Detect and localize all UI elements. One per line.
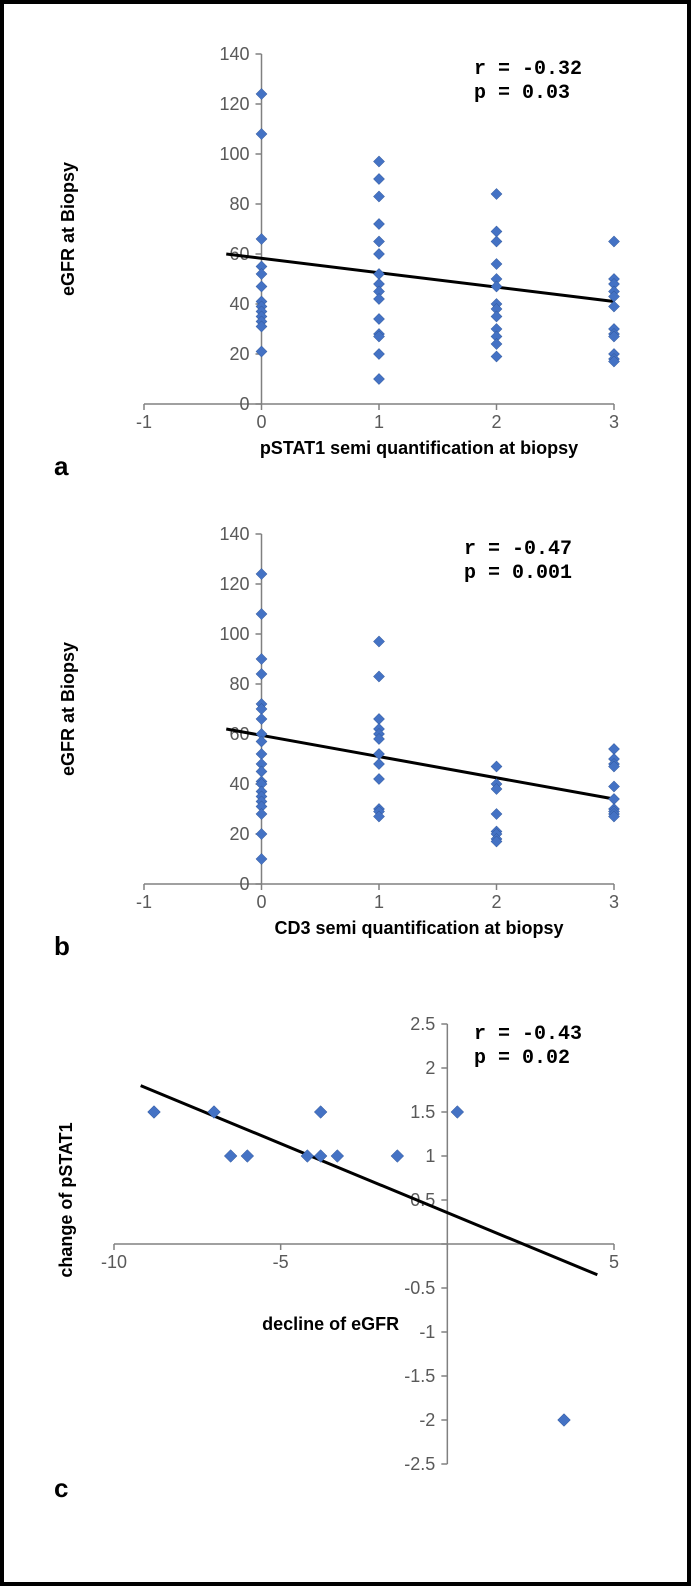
chart-b-svg: -10123020406080100120140CD3 semi quantif…: [44, 514, 644, 954]
svg-text:1: 1: [425, 1146, 435, 1166]
svg-text:120: 120: [219, 94, 249, 114]
svg-text:-1: -1: [136, 892, 152, 912]
svg-text:2: 2: [491, 892, 501, 912]
chart-c-svg: -10-55-2.5-2-1.5-1-0.50.511.522.5decline…: [44, 994, 644, 1514]
panel-c-label: c: [54, 1473, 68, 1504]
svg-text:3: 3: [609, 892, 619, 912]
svg-text:1: 1: [374, 412, 384, 432]
svg-text:r = -0.43: r = -0.43: [474, 1023, 582, 1046]
svg-text:0: 0: [256, 892, 266, 912]
svg-text:1: 1: [374, 892, 384, 912]
panel-c: -10-55-2.5-2-1.5-1-0.50.511.522.5decline…: [44, 994, 657, 1514]
svg-text:0: 0: [256, 412, 266, 432]
panel-b-label: b: [54, 931, 70, 962]
svg-text:pSTAT1 semi quantification at: pSTAT1 semi quantification at biopsy: [260, 438, 578, 458]
svg-text:2: 2: [425, 1058, 435, 1078]
svg-text:p = 0.02: p = 0.02: [474, 1047, 570, 1070]
svg-text:r = -0.47: r = -0.47: [464, 538, 572, 561]
svg-text:100: 100: [219, 624, 249, 644]
panel-a-label: a: [54, 451, 68, 482]
svg-text:1.5: 1.5: [410, 1102, 435, 1122]
svg-text:0: 0: [239, 874, 249, 894]
svg-text:-2.5: -2.5: [404, 1454, 435, 1474]
svg-text:5: 5: [609, 1252, 619, 1272]
svg-text:-1: -1: [419, 1322, 435, 1342]
svg-text:-5: -5: [273, 1252, 289, 1272]
svg-text:40: 40: [229, 774, 249, 794]
svg-text:-0.5: -0.5: [404, 1278, 435, 1298]
svg-text:120: 120: [219, 574, 249, 594]
svg-text:0: 0: [239, 394, 249, 414]
svg-text:20: 20: [229, 824, 249, 844]
svg-text:2.5: 2.5: [410, 1014, 435, 1034]
figure-container: -10123020406080100120140pSTAT1 semi quan…: [0, 0, 691, 1586]
panel-a: -10123020406080100120140pSTAT1 semi quan…: [44, 34, 657, 474]
svg-text:80: 80: [229, 674, 249, 694]
svg-text:p = 0.001: p = 0.001: [464, 562, 572, 585]
svg-text:decline of eGFR: decline of eGFR: [262, 1314, 399, 1334]
svg-text:-10: -10: [101, 1252, 127, 1272]
svg-text:-1.5: -1.5: [404, 1366, 435, 1386]
svg-text:3: 3: [609, 412, 619, 432]
svg-text:eGFR at Biopsy: eGFR at Biopsy: [58, 162, 78, 296]
svg-text:80: 80: [229, 194, 249, 214]
panel-b: -10123020406080100120140CD3 semi quantif…: [44, 514, 657, 954]
svg-text:r = -0.32: r = -0.32: [474, 58, 582, 81]
svg-text:140: 140: [219, 524, 249, 544]
svg-text:40: 40: [229, 294, 249, 314]
svg-text:100: 100: [219, 144, 249, 164]
svg-text:140: 140: [219, 44, 249, 64]
svg-text:-2: -2: [419, 1410, 435, 1430]
svg-text:change of pSTAT1: change of pSTAT1: [56, 1122, 76, 1277]
svg-text:p = 0.03: p = 0.03: [474, 82, 570, 105]
svg-text:20: 20: [229, 344, 249, 364]
svg-text:eGFR at Biopsy: eGFR at Biopsy: [58, 642, 78, 776]
svg-text:2: 2: [491, 412, 501, 432]
svg-text:CD3 semi quantification at bio: CD3 semi quantification at biopsy: [274, 918, 563, 938]
svg-text:-1: -1: [136, 412, 152, 432]
chart-a-svg: -10123020406080100120140pSTAT1 semi quan…: [44, 34, 644, 474]
